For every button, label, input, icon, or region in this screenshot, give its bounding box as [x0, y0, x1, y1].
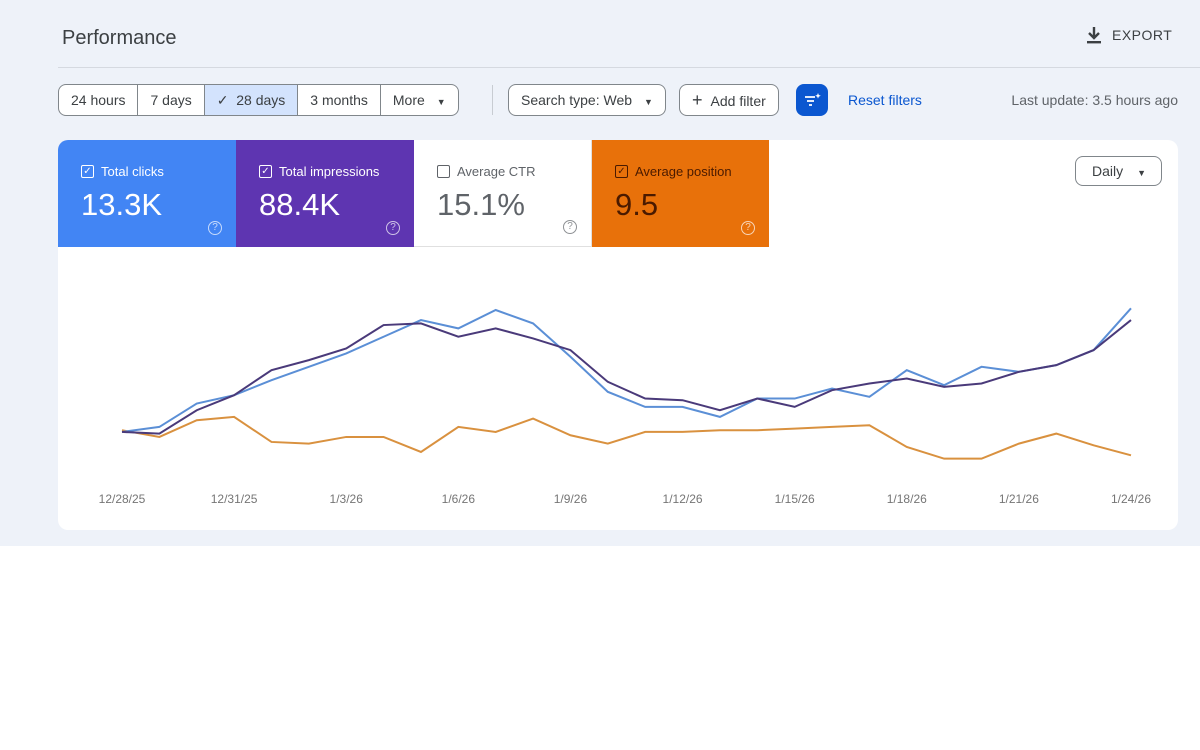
help-icon[interactable]: ?: [386, 221, 400, 235]
range-28-days[interactable]: ✓ 28 days: [204, 85, 299, 115]
x-tick-label: 1/12/26: [663, 492, 703, 506]
series-line-total-clicks: [121, 307, 1132, 433]
divider: [58, 67, 1200, 68]
metric-label: Average position: [635, 164, 732, 179]
filter-sparkle-icon: [805, 93, 821, 106]
reset-filters-link[interactable]: Reset filters: [848, 92, 922, 108]
checkbox-unchecked-icon[interactable]: [437, 165, 450, 178]
checkbox-checked-icon[interactable]: ✓: [81, 165, 94, 178]
metric-value: 13.3K: [81, 187, 163, 222]
range-7-days[interactable]: 7 days: [138, 85, 205, 115]
page-title: Performance: [62, 27, 177, 49]
metric-value: 88.4K: [259, 187, 341, 222]
metric-label: Total impressions: [279, 164, 380, 179]
x-tick-label: 1/24/26: [1111, 492, 1151, 506]
x-tick-label: 1/18/26: [887, 492, 927, 506]
metric-value: 9.5: [615, 187, 659, 222]
range-3-months[interactable]: 3 months: [298, 85, 381, 115]
date-range-selector: 24 hours 7 days ✓ 28 days 3 months More ▼: [58, 84, 459, 116]
dropdown-arrow-icon: ▼: [1137, 168, 1147, 178]
export-label: EXPORT: [1112, 27, 1173, 43]
x-tick-label: 1/15/26: [775, 492, 815, 506]
x-tick-label: 12/31/25: [211, 492, 258, 506]
dropdown-arrow-icon: ▼: [436, 97, 446, 107]
add-filter-label: Add filter: [710, 93, 766, 109]
metric-average-ctr[interactable]: Average CTR 15.1% ?: [414, 140, 592, 247]
metric-total-clicks[interactable]: ✓ Total clicks 13.3K ?: [58, 140, 236, 247]
page-header-area: Performance EXPORT 24 hours 7 days ✓ 28 …: [0, 0, 1200, 546]
search-type-dropdown[interactable]: Search type: Web ▼: [508, 84, 666, 116]
metric-average-position[interactable]: ✓ Average position 9.5 ?: [592, 140, 769, 247]
help-icon[interactable]: ?: [741, 221, 755, 235]
x-tick-label: 1/3/26: [330, 492, 364, 506]
performance-chart: 12/28/25 12/31/25 1/3/26 1/6/26 1/9/26 1/12/2…: [99, 307, 1151, 506]
checkbox-checked-icon[interactable]: ✓: [615, 165, 628, 178]
series-line-total-impressions: [121, 319, 1132, 435]
add-filter-button[interactable]: + Add filter: [679, 84, 779, 116]
search-type-label: Search type: Web: [521, 92, 633, 108]
metric-label: Average CTR: [457, 164, 536, 179]
dropdown-arrow-icon: ▼: [644, 97, 653, 107]
last-update-text: Last update: 3.5 hours ago: [1011, 92, 1178, 108]
range-label: 28 days: [236, 92, 286, 108]
check-icon: ✓: [216, 92, 237, 108]
x-tick-label: 12/28/25: [99, 492, 146, 506]
series-line-average-position: [121, 415, 1132, 460]
granularity-label: Daily: [1092, 163, 1124, 179]
help-icon[interactable]: ?: [563, 220, 577, 234]
filter-options-button[interactable]: [796, 84, 828, 116]
x-tick-label: 1/9/26: [554, 492, 588, 506]
range-24-hours[interactable]: 24 hours: [59, 85, 139, 115]
x-tick-label: 1/21/26: [999, 492, 1039, 506]
plus-icon: +: [692, 90, 703, 110]
export-button[interactable]: EXPORT: [1086, 26, 1172, 44]
divider: [492, 85, 493, 115]
help-icon[interactable]: ?: [208, 221, 222, 235]
checkbox-checked-icon[interactable]: ✓: [259, 165, 272, 178]
metric-label: Total clicks: [101, 164, 164, 179]
metric-total-impressions[interactable]: ✓ Total impressions 88.4K ?: [236, 140, 414, 247]
download-icon: [1087, 27, 1101, 44]
metric-value: 15.1%: [437, 187, 525, 222]
range-more[interactable]: More ▼: [381, 85, 458, 115]
x-tick-label: 1/6/26: [442, 492, 476, 506]
granularity-dropdown[interactable]: Daily ▼: [1075, 156, 1162, 186]
more-label: More: [392, 92, 425, 108]
performance-card: ✓ Total clicks 13.3K ? ✓ Total impressions…: [58, 140, 1178, 530]
